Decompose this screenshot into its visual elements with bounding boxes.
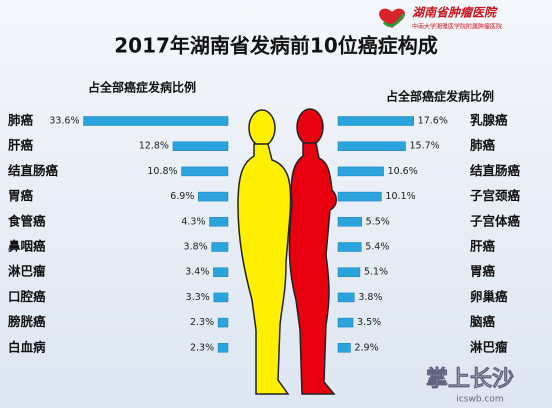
value-label: 10.1% [385, 191, 415, 202]
category-label: 卵巢癌 [470, 289, 508, 304]
value-label: 6.9% [170, 191, 194, 202]
value-label: 3.8% [358, 292, 382, 303]
value-label: 3.3% [186, 292, 210, 303]
value-label: 17.6% [418, 116, 448, 127]
subtitle: 占全部癌症发病比例 [386, 89, 494, 104]
category-label: 结直肠癌 [8, 163, 59, 178]
value-label: 5.4% [365, 242, 389, 253]
category-label: 食管癌 [7, 213, 46, 228]
bar [211, 242, 229, 252]
value-label: 33.6% [49, 116, 79, 127]
value-label: 3.5% [357, 317, 381, 328]
category-label: 结直肠癌 [470, 163, 521, 178]
logo: 湖南省肿瘤医院 中南大学湘雅医学院附属肿瘤医院 [379, 6, 502, 31]
value-label: 4.3% [181, 216, 205, 227]
watermark-name: 掌上长沙 [426, 367, 514, 392]
category-label: 口腔癌 [8, 289, 46, 304]
bar [337, 141, 406, 151]
category-label: 胃癌 [470, 264, 496, 279]
watermark-url: icswb.com [456, 395, 503, 405]
female-figure [288, 108, 337, 395]
bar [337, 166, 384, 177]
category-label: 脑癌 [469, 314, 496, 329]
category-label: 淋巴瘤 [470, 339, 508, 354]
bar [213, 292, 229, 303]
logo-icon [382, 13, 406, 28]
category-label: 肺癌 [470, 138, 496, 153]
bar [172, 141, 229, 151]
bar [198, 191, 229, 202]
bar [337, 116, 414, 126]
category-label: 子宫体癌 [470, 213, 521, 228]
chart-title: 2017年湖南省发病前10位癌症构成 [114, 34, 438, 58]
bar [213, 267, 229, 277]
category-label: 子宫颈癌 [470, 188, 521, 203]
bar [217, 317, 229, 328]
bar [337, 217, 362, 227]
category-label: 膀胱癌 [7, 314, 46, 329]
logo-icon [379, 8, 405, 29]
male-figure [237, 109, 292, 395]
category-label: 淋巴瘤 [8, 264, 46, 279]
category-label: 肝癌 [8, 138, 34, 153]
bar [209, 217, 229, 227]
category-label: 鼻咽癌 [8, 239, 46, 254]
value-label: 3.4% [185, 267, 209, 278]
category-label: 胃癌 [8, 188, 34, 203]
value-label: 2.9% [354, 342, 378, 353]
bar [337, 191, 382, 202]
bar [337, 267, 361, 277]
value-label: 3.8% [184, 242, 208, 253]
value-label: 10.8% [147, 166, 177, 177]
logo-name: 湖南省肿瘤医院 [412, 6, 498, 20]
logo-subname: 中南大学湘雅医学院附属肿瘤医院 [412, 23, 502, 31]
bar [337, 242, 362, 252]
value-label: 2.3% [190, 342, 214, 353]
watermark: 掌上长沙 icswb.com [426, 367, 515, 405]
value-label: 12.8% [139, 141, 169, 152]
value-label: 15.7% [410, 141, 440, 152]
category-label: 肝癌 [470, 239, 496, 254]
value-label: 10.6% [388, 166, 418, 177]
bar [337, 343, 351, 353]
category-label: 白血病 [8, 339, 46, 354]
value-label: 5.5% [366, 216, 390, 227]
value-label: 2.3% [190, 317, 214, 328]
bar [181, 166, 229, 177]
value-label: 5.1% [364, 267, 388, 278]
category-label: 肺癌 [8, 113, 34, 128]
category-label: 乳腺癌 [470, 113, 508, 128]
subtitle: 占全部癌症发病比例 [88, 80, 196, 95]
bar [337, 317, 354, 328]
bar [217, 343, 229, 353]
bar [83, 116, 229, 126]
bar [337, 292, 355, 303]
